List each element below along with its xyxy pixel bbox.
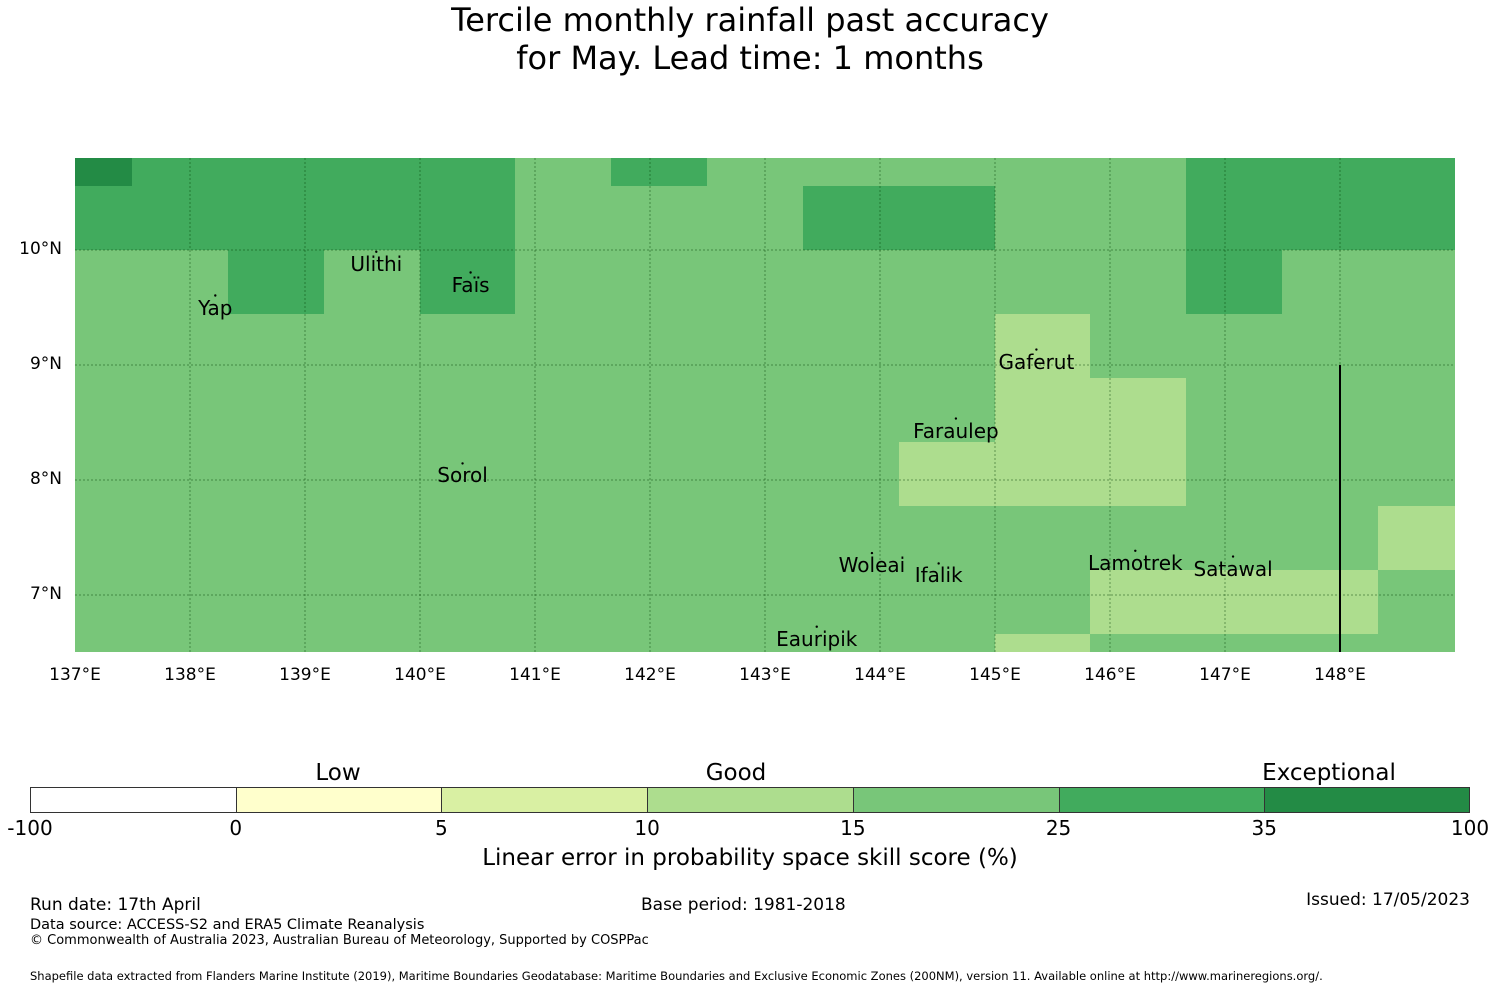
graticule (75, 158, 1455, 652)
island-label: Faraulep (913, 418, 999, 443)
longitude-label: 147°E (1199, 665, 1251, 685)
island-label: Eauripik (776, 626, 858, 651)
chart-title-line1: Tercile monthly rainfall past accuracy (451, 1, 1049, 39)
chart-title-line2: for May. Lead time: 1 months (516, 39, 984, 77)
skill-cell-10-15 (995, 314, 1090, 506)
island-label: Gaferut (998, 349, 1075, 374)
island-label: Yap (198, 295, 233, 320)
colorbar-tick-label: 0 (229, 816, 243, 840)
longitude-label: 139°E (279, 665, 331, 685)
colorbar-tick-label: 10 (634, 816, 660, 840)
island-marker (469, 271, 472, 274)
colorbar-tick-label: 5 (435, 816, 448, 840)
latitude-label: 7°N (29, 584, 62, 604)
run-date: Run date: 17th April (30, 895, 201, 915)
longitude-label: 145°E (969, 665, 1021, 685)
data-source: Data source: ACCESS-S2 and ERA5 Climate … (30, 917, 425, 933)
island-markers (214, 250, 1235, 628)
longitude-label: 143°E (739, 665, 791, 685)
category-low: Low (315, 760, 361, 786)
island-marker (815, 625, 818, 628)
island-marker (1134, 549, 1137, 552)
longitude-label: 141°E (509, 665, 561, 685)
island-marker (954, 417, 958, 420)
skill-cell-25-35 (1186, 250, 1282, 314)
longitude-label: 144°E (854, 665, 906, 685)
skill-cell-gt35 (75, 158, 132, 186)
colorbar-tick-label: 25 (1045, 816, 1072, 840)
skill-cell-10-15 (995, 634, 1090, 652)
island-marker (461, 462, 464, 465)
island-label: Satawal (1193, 556, 1273, 581)
base-period: Base period: 1981-2018 (641, 895, 846, 915)
colorbar-label: Linear error in probability space skill … (482, 845, 1018, 871)
copyright: © Commonwealth of Australia 2023, Austra… (30, 933, 649, 948)
island-label: Woleai (838, 553, 906, 578)
colorbar-segment (1264, 787, 1470, 813)
island-label: Ulithi (350, 251, 403, 276)
skill-cell-10-15 (1090, 570, 1378, 634)
colorbar-segment (852, 787, 1059, 813)
colorbar-tick-label: -100 (7, 816, 53, 840)
skill-cell-25-35 (1186, 158, 1455, 250)
longitude-label: 140°E (394, 665, 446, 685)
island-marker (937, 562, 940, 565)
colorbar-segment (441, 787, 648, 813)
skill-cell-10-15 (1378, 506, 1455, 570)
shapefile-credit: Shapefile data extracted from Flanders M… (30, 969, 1323, 983)
island-marker (1231, 555, 1235, 558)
skill-cell-25-35 (228, 250, 324, 314)
category-good: Good (705, 760, 767, 786)
latitude-label: 9°N (29, 354, 62, 374)
latitude-label: 8°N (29, 469, 62, 489)
island-label: Sorol (437, 463, 488, 488)
island-label: Lamotrek (1087, 550, 1183, 575)
colorbar-tick-label: 100 (1450, 816, 1490, 840)
skill-cell-10-15 (899, 442, 995, 506)
island-marker (1035, 348, 1038, 351)
skill-map (75, 158, 1455, 652)
longitude-label: 137°E (49, 665, 101, 685)
colorbar-segment (647, 787, 853, 813)
longitude-label: 148°E (1314, 665, 1366, 685)
latitude-label: 10°N (19, 239, 62, 259)
skill-cell-25-35 (611, 158, 707, 186)
longitude-label: 138°E (164, 665, 216, 685)
colorbar-segment (235, 787, 442, 813)
longitude-label: 146°E (1084, 665, 1136, 685)
issued-date: Issued: 17/05/2023 (1306, 890, 1470, 910)
colorbar-segment (1058, 787, 1265, 813)
island-label: Faïs (451, 272, 490, 297)
category-exceptional: Exceptional (1262, 760, 1396, 786)
skill-cell-25-35 (803, 186, 995, 250)
skill-cell-10-15 (1090, 378, 1186, 506)
colorbar-tick-label: 15 (840, 816, 866, 840)
island-marker (870, 551, 874, 555)
colorbar-segment (30, 787, 236, 813)
skill-cell-25-35 (420, 250, 515, 314)
island-label: Ifalik (914, 563, 963, 588)
skill-grid (75, 158, 1455, 652)
colorbar-tick-label: 35 (1251, 816, 1278, 840)
longitude-label: 142°E (624, 665, 676, 685)
skill-cell-25-35 (75, 158, 515, 250)
island-marker (375, 250, 378, 253)
island-marker (214, 294, 217, 297)
